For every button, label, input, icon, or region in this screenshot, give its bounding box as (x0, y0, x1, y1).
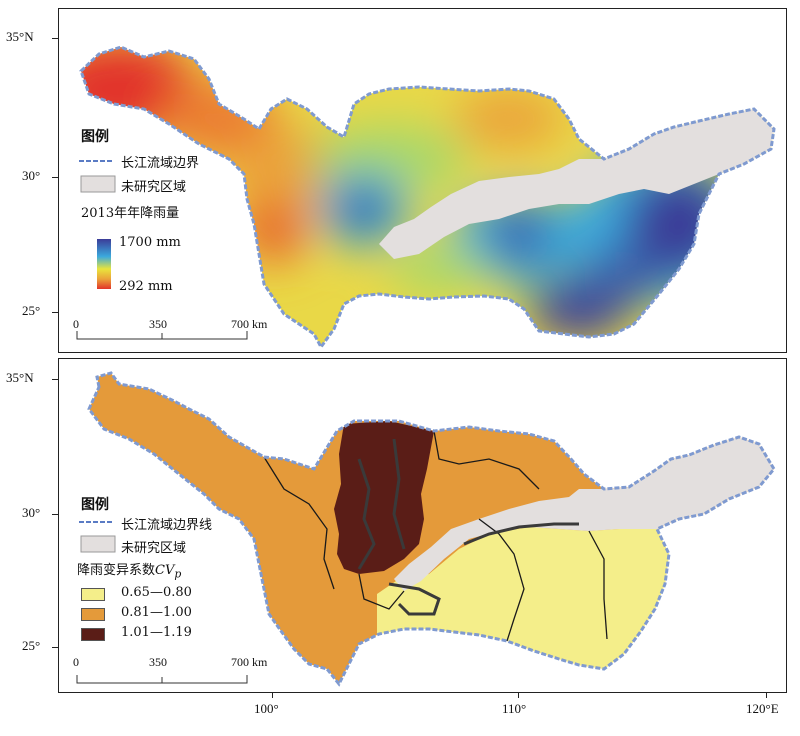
rainfall-color-ramp (97, 239, 111, 289)
class-medium-label: 0.81—1.00 (121, 605, 192, 620)
lon-label-110: 110° (502, 701, 527, 716)
cv-map-svg (76, 371, 776, 686)
variable-subscript: p (174, 567, 182, 581)
unstudied-legend-label: 未研究区域 (121, 541, 187, 556)
scalebar-label-700: 700 km (231, 317, 268, 331)
lon-label-120: 120°E (746, 701, 779, 716)
scalebar-label-0: 0 (73, 655, 79, 669)
scalebar-label-0: 0 (73, 317, 79, 331)
boundary-legend-label: 长江流域边界线 (121, 518, 213, 533)
scalebar-label-700: 700 km (231, 655, 268, 669)
lat-label-25-bottom: 25° (22, 638, 41, 653)
legend-title: 图例 (81, 129, 109, 145)
lat-label-35-bottom: 35°N (6, 370, 34, 385)
lon-label-100: 100° (254, 701, 279, 716)
unstudied-region (394, 437, 774, 591)
class-high-label: 1.01—1.19 (121, 625, 192, 640)
class-low-swatch (81, 588, 105, 601)
lat-label-35-top: 35°N (6, 29, 34, 44)
variable-label: 降雨变异系数CVp (77, 563, 182, 581)
scale-max-label: 1700 mm (119, 235, 181, 250)
scale-min-label: 292 mm (119, 279, 173, 294)
class-low-label: 0.65—0.80 (121, 585, 192, 600)
lat-label-25-top: 25° (22, 303, 41, 318)
unstudied-region (379, 109, 774, 259)
legend-title: 图例 (81, 497, 109, 513)
unstudied-legend-swatch (80, 175, 116, 193)
class-medium-swatch (81, 608, 105, 621)
class-high-swatch (81, 628, 105, 641)
rainfall-map-svg (76, 45, 776, 349)
variable-label: 2013年年降雨量 (81, 206, 180, 221)
boundary-legend-label: 长江流域边界 (121, 156, 200, 171)
unstudied-legend-swatch (80, 535, 116, 553)
scalebar-label-350: 350 (149, 317, 167, 331)
variable-symbol: CV (155, 563, 175, 578)
cv-map-panel: 图例 长江流域边界线 未研究区域 降雨变异系数CVp 0.65—0.80 0.8… (58, 358, 787, 693)
rainfall-map-panel: 图例 长江流域边界 未研究区域 2013年年降雨量 1700 mm 292 mm… (58, 8, 787, 353)
scalebar-label-350: 350 (149, 655, 167, 669)
lat-label-30-top: 30° (22, 168, 41, 183)
lat-label-30-bottom: 30° (22, 505, 41, 520)
unstudied-legend-label: 未研究区域 (121, 180, 187, 195)
